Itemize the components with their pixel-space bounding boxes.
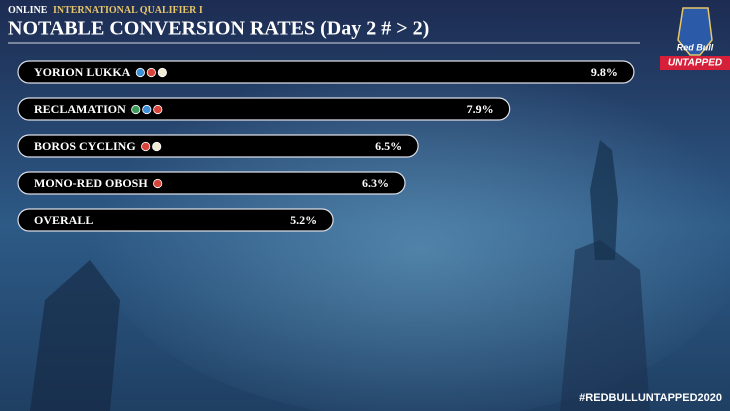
bar xyxy=(17,208,334,232)
chart-title: NOTABLE CONVERSION RATES (Day 2 # > 2) xyxy=(8,18,429,40)
bar xyxy=(17,60,635,84)
bar xyxy=(17,97,511,121)
subtitle-prefix: ONLINE xyxy=(8,5,48,16)
logo-banner xyxy=(660,56,730,70)
background-figure xyxy=(560,240,650,411)
value-label: 7.9% xyxy=(467,102,494,116)
value-label: 6.3% xyxy=(362,176,389,190)
value-label: 9.8% xyxy=(591,65,618,79)
logo: Red Bull UNTAPPED xyxy=(660,7,730,70)
hashtag: #REDBULLUNTAPPED2020 xyxy=(579,392,722,404)
category-label: RECLAMATION xyxy=(34,102,126,116)
mana-symbol xyxy=(131,104,141,115)
value-label: 5.2% xyxy=(290,213,317,227)
background-statue xyxy=(590,140,618,260)
mana-symbol xyxy=(153,104,163,115)
mana-symbol xyxy=(135,67,145,78)
logo-brand: Red Bull xyxy=(677,42,714,52)
category-label: OVERALL xyxy=(34,213,93,227)
logo-shield xyxy=(677,7,713,56)
mana-symbol xyxy=(142,104,152,115)
category-label: BOROS CYCLING xyxy=(34,139,136,153)
mana-symbol xyxy=(157,67,167,78)
mana-symbol xyxy=(146,67,156,78)
background-figure xyxy=(30,260,120,411)
mana-symbol xyxy=(153,178,163,189)
mana-symbol xyxy=(152,141,162,152)
bar xyxy=(17,134,419,158)
bar xyxy=(17,171,406,195)
category-label: MONO-RED OBOSH xyxy=(34,176,148,190)
subtitle-text: INTERNATIONAL QUALIFIER I xyxy=(53,5,203,16)
mana-symbol xyxy=(141,141,151,152)
category-label: YORION LUKKA xyxy=(34,65,131,79)
subtitle: ONLINE INTERNATIONAL QUALIFIER I xyxy=(8,5,203,16)
value-label: 6.5% xyxy=(375,139,402,153)
logo-text: UNTAPPED xyxy=(668,58,722,69)
